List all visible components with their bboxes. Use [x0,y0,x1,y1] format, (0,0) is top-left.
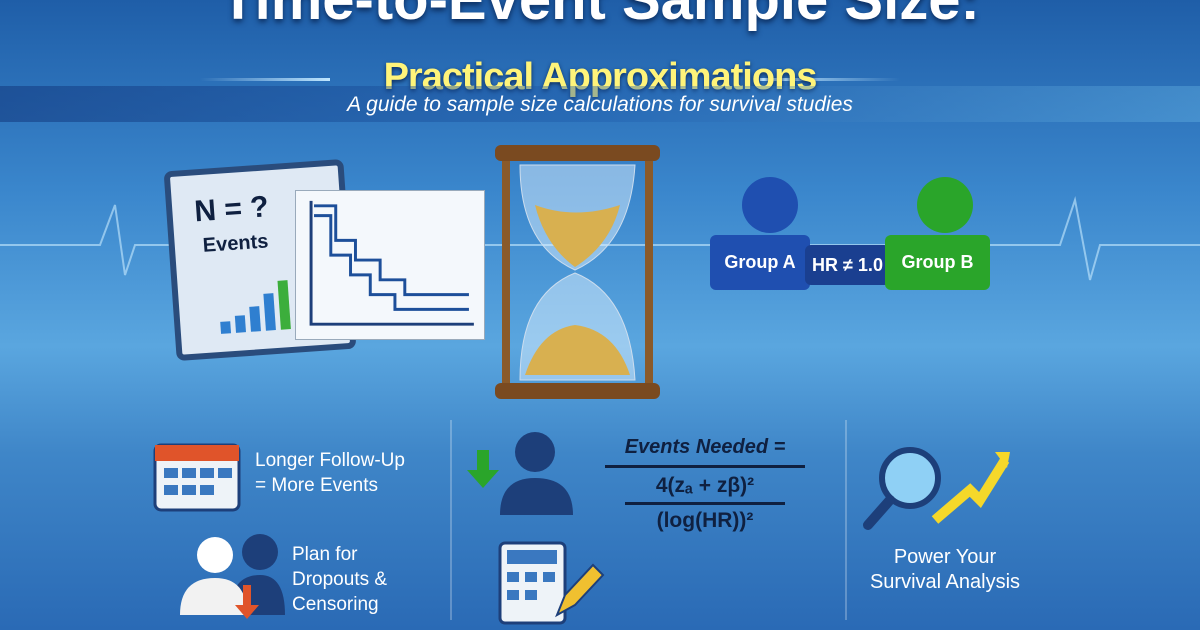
power-text: Power Your Survival Analysis [860,545,1030,595]
magnifier-growth-icon [863,447,1010,530]
calendar-icon [153,443,241,512]
person-icon-a [742,177,798,233]
tip-line: Censoring [292,594,379,615]
tip-line: Plan for [292,544,358,565]
tip-line: = More Events [255,475,379,496]
power-line: Power Your [893,546,997,568]
formula-label: Events Needed = [605,436,805,468]
hazard-ratio-label: HR ≠ 1.0 [805,245,890,285]
tip-dropouts: Plan for Dropouts & Censoring [292,542,387,617]
formula: Events Needed = 4(zₐ + zβ)² (log(HR))² [605,436,805,533]
divider [450,420,452,620]
group-a-label: Group A [710,235,810,290]
divider [845,420,847,620]
enrollment-person-icon [467,432,573,515]
power-line: Survival Analysis [869,571,1021,593]
divider [200,78,330,81]
tip-followup: Longer Follow-Up = More Events [255,448,405,498]
tip-line: Dropouts & [292,569,388,590]
tip-line: Longer Follow-Up [255,450,405,471]
tagline-band [0,86,1200,122]
formula-denominator: (log(HR))² [656,509,754,532]
formula-numerator: 4(zₐ + zβ)² [625,474,785,505]
bar-chart-icon [220,280,291,334]
clipboard: N = ? Events [163,158,357,362]
calculator-icon [498,541,605,625]
group-b-label: Group B [885,235,990,290]
hourglass-icon [495,145,660,399]
tagline: A guide to sample size calculations for … [347,93,853,116]
main-title: Time-to-Event Sample Size: [0,0,1200,33]
dropout-people-icon [180,534,285,619]
person-icon-b [917,177,973,233]
survival-curve-icon [295,190,485,340]
